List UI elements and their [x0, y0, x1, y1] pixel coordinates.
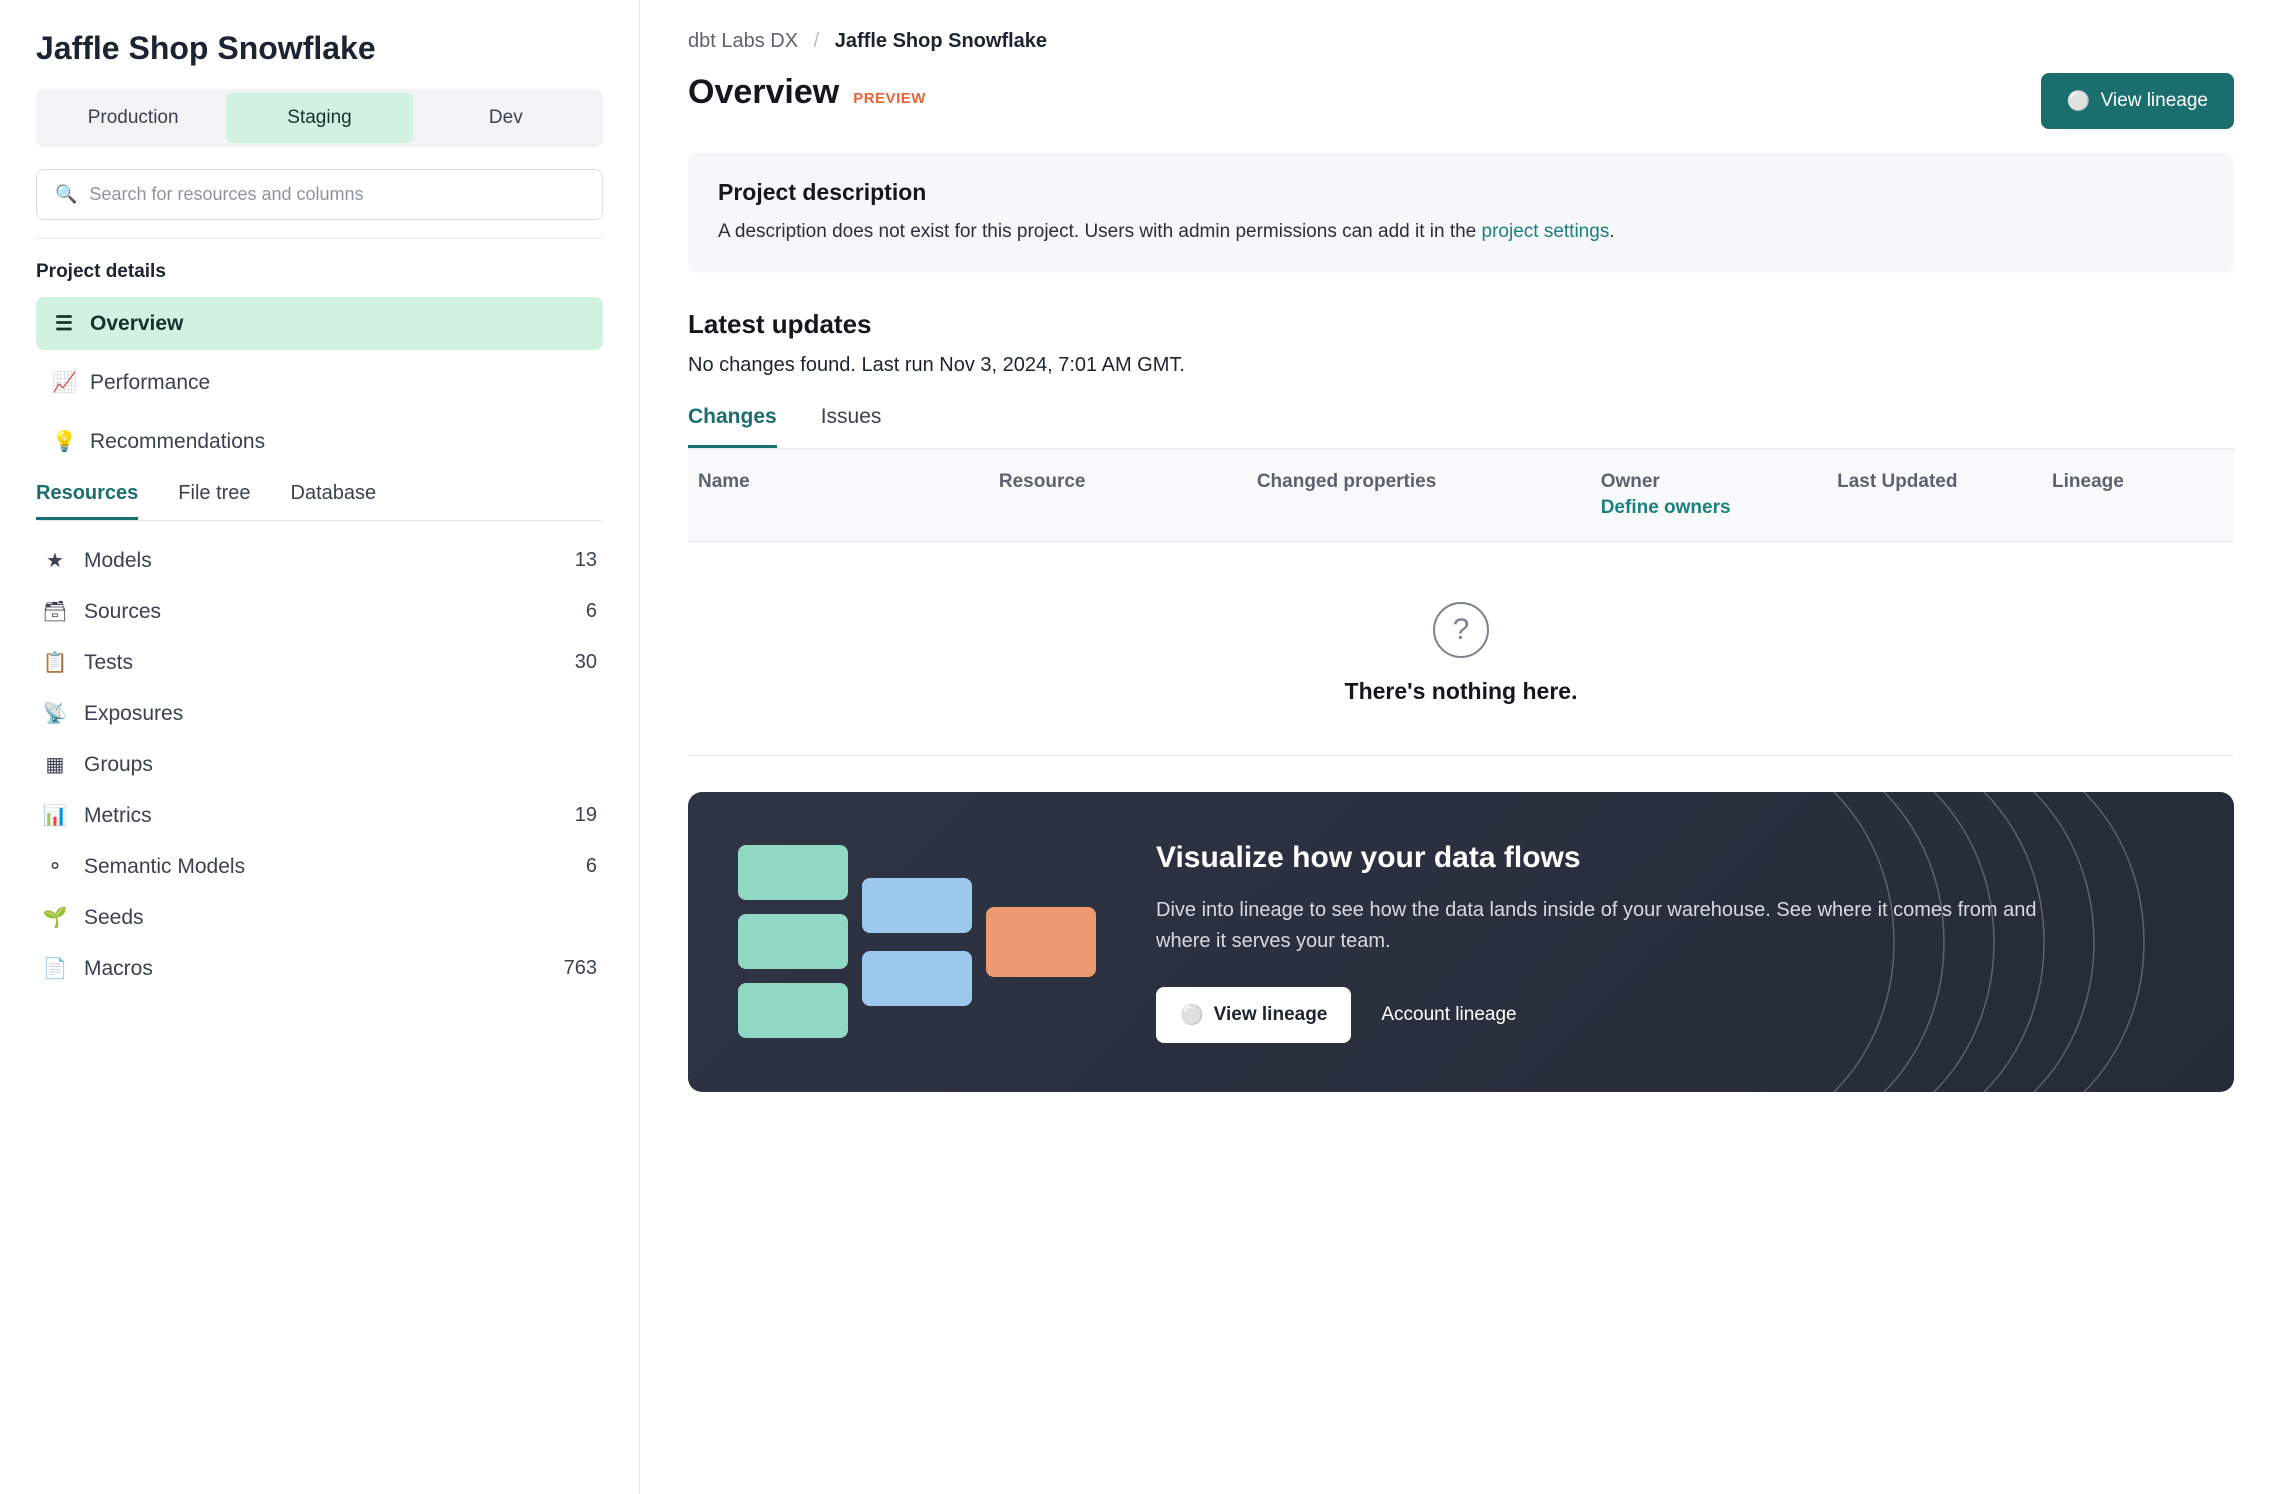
document-icon: 📄	[42, 956, 68, 981]
account-lineage-link[interactable]: Account lineage	[1381, 1004, 1516, 1026]
subtab-changes[interactable]: Changes	[688, 405, 777, 448]
resource-label: Macros	[84, 957, 153, 981]
subtab-issues[interactable]: Issues	[821, 405, 882, 448]
resource-label: Tests	[84, 651, 133, 675]
project-description-box: Project description A description does n…	[688, 153, 2234, 273]
nodes-icon: ⚬	[42, 854, 68, 879]
resource-count: 13	[575, 549, 597, 572]
empty-state-text: There's nothing here.	[1345, 678, 1578, 705]
resource-row-seeds[interactable]: 🌱 Seeds	[36, 892, 603, 943]
preview-badge: PREVIEW	[853, 90, 926, 107]
resource-count: 763	[564, 957, 597, 980]
column-header-last-updated: Last Updated	[1837, 471, 2052, 519]
empty-state: ? There's nothing here.	[688, 542, 2234, 756]
clipboard-check-icon: 📋	[42, 650, 68, 675]
description-title: Project description	[718, 179, 2204, 206]
environment-tabs: Production Staging Dev	[36, 89, 603, 147]
latest-updates-title: Latest updates	[688, 309, 2234, 340]
trend-icon: 📈	[52, 370, 76, 395]
resource-count: 30	[575, 651, 597, 674]
page-title: Overview	[688, 73, 839, 112]
question-mark-icon: ?	[1433, 602, 1489, 658]
env-tab-dev[interactable]: Dev	[413, 93, 599, 143]
promo-view-lineage-label: View lineage	[1214, 1004, 1328, 1026]
sidebar-item-recommendations[interactable]: 💡 Recommendations	[36, 415, 603, 468]
column-header-lineage: Lineage	[2052, 471, 2224, 519]
resource-label: Semantic Models	[84, 855, 245, 879]
resource-label: Groups	[84, 753, 153, 777]
promo-banner: Visualize how your data flows Dive into …	[688, 792, 2234, 1092]
resource-label: Seeds	[84, 906, 144, 930]
resource-row-semantic-models[interactable]: ⚬ Semantic Models 6	[36, 841, 603, 892]
resource-row-macros[interactable]: 📄 Macros 763	[36, 943, 603, 994]
updates-table-header: Name Resource Changed properties Owner D…	[688, 449, 2234, 542]
data-flow-diagram-icon	[738, 845, 1096, 1038]
column-header-name: Name	[698, 471, 999, 519]
view-lineage-button-top[interactable]: ⚪ View lineage	[2041, 73, 2234, 129]
env-tab-staging[interactable]: Staging	[226, 93, 412, 143]
promo-title: Visualize how your data flows	[1156, 841, 2056, 875]
description-text-prefix: A description does not exist for this pr…	[718, 221, 1482, 242]
tab-database[interactable]: Database	[291, 482, 377, 520]
tab-resources[interactable]: Resources	[36, 482, 138, 520]
resource-list: ★ Models 13 🗃 Sources 6 📋 Tests 30	[36, 535, 603, 994]
breadcrumb-root[interactable]: dbt Labs DX	[688, 30, 798, 52]
search-input[interactable]: 🔍 Search for resources and columns	[36, 169, 603, 220]
resource-row-sources[interactable]: 🗃 Sources 6	[36, 586, 603, 637]
lineage-icon: ⚪	[1180, 1003, 1204, 1027]
resource-label: Models	[84, 549, 152, 573]
resource-row-exposures[interactable]: 📡 Exposures	[36, 688, 603, 739]
column-header-changed-properties: Changed properties	[1257, 471, 1601, 519]
sidebar: Jaffle Shop Snowflake Production Staging…	[0, 0, 640, 1494]
resource-count: 6	[586, 855, 597, 878]
resource-label: Exposures	[84, 702, 183, 726]
list-icon: ☰	[52, 311, 76, 336]
bulb-icon: 💡	[52, 429, 76, 454]
latest-updates-subtitle: No changes found. Last run Nov 3, 2024, …	[688, 354, 2234, 377]
column-header-resource: Resource	[999, 471, 1257, 519]
resource-tabs: Resources File tree Database	[36, 482, 603, 520]
app-root: Jaffle Shop Snowflake Production Staging…	[0, 0, 2282, 1494]
resource-row-tests[interactable]: 📋 Tests 30	[36, 637, 603, 688]
sidebar-item-overview-label: Overview	[90, 312, 183, 336]
sidebar-item-performance[interactable]: 📈 Performance	[36, 356, 603, 409]
resource-label: Sources	[84, 600, 161, 624]
sidebar-item-performance-label: Performance	[90, 371, 210, 395]
grid-icon: ▦	[42, 752, 68, 777]
env-tab-production[interactable]: Production	[40, 93, 226, 143]
sidebar-item-recommendations-label: Recommendations	[90, 430, 265, 454]
cube-icon: ★	[42, 548, 68, 573]
promo-description: Dive into lineage to see how the data la…	[1156, 895, 2056, 957]
database-icon: 🗃	[42, 599, 68, 624]
view-lineage-button-label: View lineage	[2101, 90, 2208, 112]
column-header-owner: Owner	[1601, 471, 1837, 493]
resource-row-metrics[interactable]: 📊 Metrics 19	[36, 790, 603, 841]
resource-row-groups[interactable]: ▦ Groups	[36, 739, 603, 790]
project-details-label: Project details	[36, 261, 603, 283]
search-placeholder-text: Search for resources and columns	[89, 184, 363, 205]
define-owners-link[interactable]: Define owners	[1601, 497, 1837, 519]
description-text-suffix: .	[1609, 221, 1614, 242]
bar-chart-icon: 📊	[42, 803, 68, 828]
main-content: dbt Labs DX / Jaffle Shop Snowflake Over…	[640, 0, 2282, 1494]
tab-file-tree[interactable]: File tree	[178, 482, 250, 520]
resource-label: Metrics	[84, 804, 152, 828]
resource-count: 6	[586, 600, 597, 623]
lineage-icon: ⚪	[2067, 89, 2091, 113]
seedling-icon: 🌱	[42, 905, 68, 930]
project-title: Jaffle Shop Snowflake	[36, 30, 603, 67]
breadcrumb-current[interactable]: Jaffle Shop Snowflake	[835, 30, 1047, 52]
project-settings-link[interactable]: project settings	[1482, 221, 1610, 242]
resource-row-models[interactable]: ★ Models 13	[36, 535, 603, 586]
resource-count: 19	[575, 804, 597, 827]
search-icon: 🔍	[55, 184, 77, 205]
sidebar-item-overview[interactable]: ☰ Overview	[36, 297, 603, 350]
view-lineage-button-bottom[interactable]: ⚪ View lineage	[1156, 987, 1351, 1043]
breadcrumb: dbt Labs DX / Jaffle Shop Snowflake	[688, 30, 2234, 53]
dashboard-icon: 📡	[42, 701, 68, 726]
